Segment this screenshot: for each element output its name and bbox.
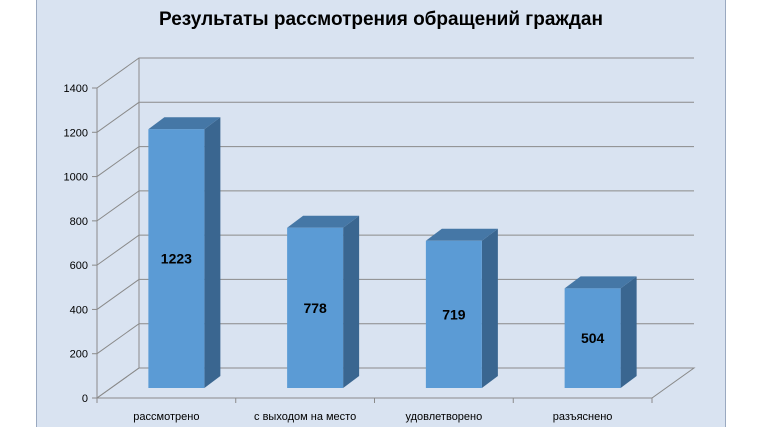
x-category-label: разъяснено (553, 411, 613, 423)
bar-top (148, 117, 221, 130)
bar-side (204, 117, 221, 388)
chart-area: Результаты рассмотрения обращений гражда… (36, 0, 726, 427)
y-tick-label: 1200 (64, 127, 88, 139)
y-tick-label: 200 (70, 349, 88, 361)
bar-top (287, 215, 360, 228)
data-label: 1223 (161, 251, 192, 267)
y-tick-label: 1000 (64, 172, 88, 184)
bar-top (425, 228, 498, 241)
bars-layer (148, 117, 637, 388)
data-label: 719 (442, 306, 466, 322)
bar-top (564, 276, 637, 289)
y-tick-label: 400 (70, 304, 88, 316)
bar (564, 288, 621, 388)
bar (148, 129, 205, 388)
x-category-label: удовлетворено (406, 411, 483, 423)
chart-floor (95, 367, 696, 399)
chart-title: Результаты рассмотрения обращений гражда… (159, 9, 603, 30)
labels-layer: 1223 778 719 504 рассмотрено с выходом на мес… (133, 251, 612, 423)
data-label: 778 (303, 300, 327, 316)
bar-side (481, 228, 498, 388)
axis-layer: 0 200 400 600 800 1000 1200 1400 (64, 58, 696, 405)
x-category-label: рассмотрено (133, 411, 199, 423)
y-tick-label: 0 (82, 393, 88, 405)
bar (425, 240, 482, 388)
data-label: 504 (581, 330, 605, 346)
bar-chart: Результаты рассмотрения обращений гражда… (64, 9, 696, 423)
bar (287, 227, 344, 388)
bar-side (620, 276, 637, 388)
y-tick-label: 1400 (64, 83, 88, 95)
x-category-label: с выходом на место (254, 411, 356, 423)
gridline (96, 57, 694, 89)
bar-side (343, 215, 360, 388)
y-tick-label: 800 (70, 216, 88, 228)
y-tick-label: 600 (70, 260, 88, 272)
